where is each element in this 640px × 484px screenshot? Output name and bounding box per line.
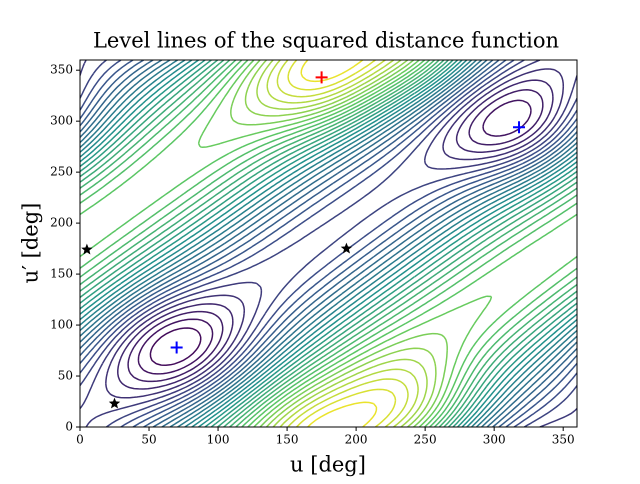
contour-line [197, 60, 493, 427]
contour-line [117, 79, 554, 390]
contour-line [80, 60, 577, 427]
y-tick-label: 50 [58, 369, 73, 383]
contour-line [80, 60, 577, 427]
y-tick-label: 250 [50, 165, 73, 179]
contour-line [105, 68, 565, 399]
contour-line [80, 60, 577, 427]
contour-line [80, 60, 577, 427]
y-tick-label: 350 [50, 63, 73, 77]
contour-line [300, 60, 378, 427]
contour-line [256, 60, 428, 427]
contour-line [80, 60, 577, 427]
plot-frame [79, 59, 578, 428]
chart-title: Level lines of the squared distance func… [93, 29, 559, 53]
contour-line [137, 99, 532, 375]
contour-line [80, 60, 577, 427]
x-axis-label: u [deg] [290, 453, 366, 477]
x-tick-label: 300 [483, 433, 506, 447]
y-tick-label: 300 [50, 114, 73, 128]
y-tick-label: 100 [50, 318, 73, 332]
contour-line [80, 60, 577, 427]
star-marker [81, 243, 93, 255]
y-axis-label: u′ [deg] [19, 203, 43, 284]
x-tick-label: 200 [345, 433, 368, 447]
x-tick-label: 0 [76, 433, 84, 447]
contour-line [80, 60, 577, 427]
x-tick-label: 250 [414, 433, 437, 447]
x-tick-label: 50 [141, 433, 156, 447]
x-tick-label: 100 [207, 433, 230, 447]
contour-line [80, 60, 577, 427]
contour-line [244, 60, 437, 427]
contour-line [266, 60, 419, 427]
contour-line [80, 60, 577, 427]
plus-marker [170, 341, 183, 354]
y-tick-label: 150 [50, 267, 73, 281]
y-tick-label: 200 [50, 216, 73, 230]
plus-marker [315, 71, 328, 84]
contour-field [80, 60, 577, 427]
contour-line [127, 89, 544, 383]
contour-line [80, 60, 577, 427]
x-tick-label: 350 [552, 433, 575, 447]
star-marker [108, 397, 121, 409]
contour-line [80, 60, 577, 427]
contour-line [80, 60, 577, 427]
plus-marker [513, 121, 526, 134]
contour-line [276, 60, 409, 427]
y-tick-label: 0 [65, 420, 73, 434]
x-tick-label: 150 [276, 433, 299, 447]
contour-line [149, 327, 202, 366]
contour-line [80, 60, 577, 427]
star-marker [340, 242, 353, 254]
